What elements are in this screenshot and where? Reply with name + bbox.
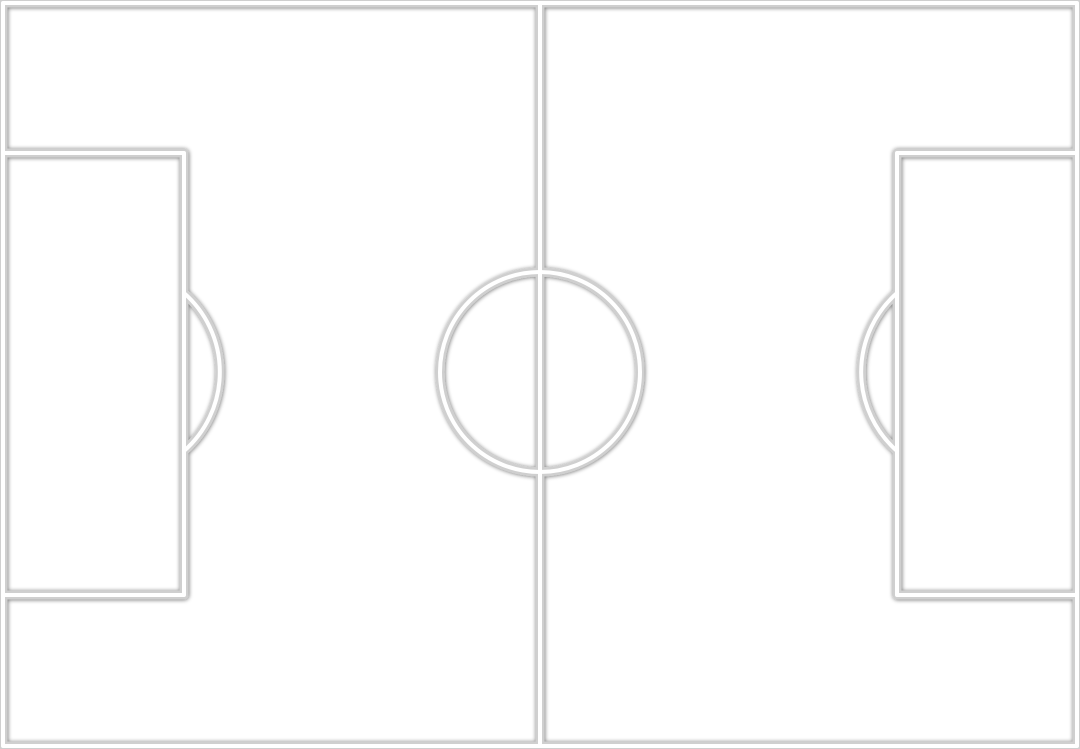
soccer-pitch-diagram <box>0 0 1080 749</box>
